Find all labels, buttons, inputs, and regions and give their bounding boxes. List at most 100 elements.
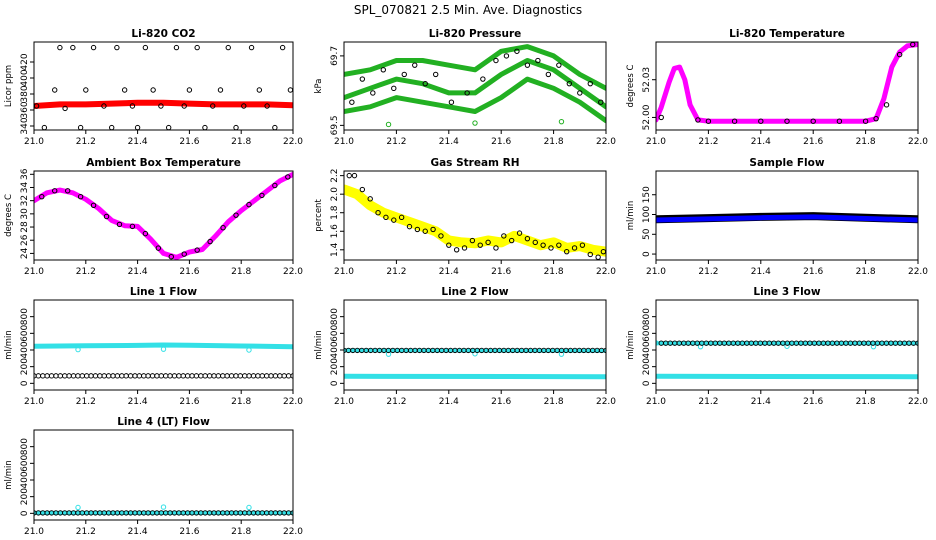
data-point: [385, 121, 392, 128]
plot-frame: [343, 299, 607, 391]
data-point: [206, 373, 213, 379]
series-band: [34, 99, 293, 109]
data-point: [556, 242, 562, 248]
plot-area: [656, 42, 918, 124]
plot-frame: [655, 41, 919, 131]
y-tick-label: 2.0: [330, 187, 340, 202]
data-point: [259, 373, 265, 379]
x-tick-label: 21.2: [698, 137, 718, 147]
x-tick-label: 22.0: [908, 267, 928, 277]
y-tick-label: 200: [20, 358, 30, 375]
plot-area: [344, 44, 606, 128]
data-point: [90, 202, 97, 208]
y-tick-label: 200: [642, 358, 652, 375]
data-point: [228, 373, 235, 379]
data-point: [220, 224, 226, 231]
data-point: [558, 351, 565, 357]
data-point: [264, 103, 270, 109]
x-tick-label: 21.0: [646, 137, 666, 147]
data-point: [198, 373, 204, 379]
data-point: [501, 233, 507, 239]
data-point: [412, 62, 418, 68]
data-point: [250, 373, 257, 379]
data-point: [370, 90, 376, 96]
data-point: [103, 213, 110, 220]
data-point: [870, 343, 877, 350]
data-point: [784, 118, 790, 124]
data-point: [485, 239, 491, 246]
data-point: [101, 373, 107, 379]
chart-title: Li-820 Temperature: [729, 28, 845, 40]
data-point: [469, 237, 476, 244]
x-tick-label: 21.4: [439, 137, 459, 147]
y-tick-label: 52.03: [642, 67, 652, 93]
x-tick-label: 21.6: [491, 137, 511, 147]
data-point: [35, 373, 42, 379]
y-tick-label: 400: [20, 341, 30, 358]
y-axis-label: Licor ppm: [4, 65, 14, 107]
data-point: [97, 373, 103, 379]
plot-frame: [655, 299, 919, 391]
series-band: [656, 214, 918, 223]
x-tick-label: 22.0: [596, 397, 616, 407]
x-tick-label: 21.8: [856, 397, 876, 407]
data-point: [587, 80, 593, 87]
chart-line4: Line 4 (LT) Flow 21.0 21.2 21.4 21.6 21.8 22.0…: [4, 416, 303, 537]
data-point: [446, 242, 452, 248]
y-tick-label: 100: [642, 206, 652, 223]
data-point: [433, 71, 439, 78]
data-point: [237, 373, 243, 379]
data-point: [40, 373, 46, 379]
data-point: [220, 373, 226, 379]
plot-area: [344, 172, 606, 260]
y-tick-label: 200: [330, 358, 340, 375]
x-tick-label: 21.6: [491, 267, 511, 277]
chart-licortemp: Li-820 Temperature 21.0 21.2 21.4 21.6 21.8 22…: [626, 28, 928, 147]
data-point: [272, 373, 279, 379]
data-point: [758, 118, 764, 124]
plot-frame: [343, 170, 607, 261]
x-tick-label: 22.0: [283, 527, 303, 537]
plot-area: [34, 342, 293, 379]
x-tick-label: 21.6: [803, 267, 823, 277]
y-tick-label: 0: [642, 251, 652, 257]
y-tick-label: 30: [20, 208, 30, 220]
data-point: [132, 373, 138, 379]
y-tick-label: 0: [330, 380, 340, 386]
plot-frame: [33, 429, 294, 521]
data-point: [155, 245, 162, 251]
y-tick-label: 400: [642, 341, 652, 358]
y-tick-label: 800: [330, 308, 340, 325]
data-point: [535, 57, 541, 64]
data-point: [48, 373, 55, 379]
y-tick-label: 600: [330, 324, 340, 341]
x-tick-label: 21.8: [544, 397, 564, 407]
x-tick-label: 21.4: [128, 137, 148, 147]
data-point: [367, 196, 373, 202]
y-axis-label: ml/min: [626, 201, 636, 231]
x-tick-label: 21.8: [231, 137, 251, 147]
data-point: [697, 343, 704, 350]
data-point: [883, 102, 890, 108]
x-tick-label: 22.0: [596, 267, 616, 277]
data-point: [453, 247, 460, 253]
x-tick-label: 21.0: [334, 267, 354, 277]
x-tick-label: 21.0: [646, 397, 666, 407]
x-tick-label: 21.0: [334, 397, 354, 407]
data-point: [577, 90, 583, 96]
y-tick-label: 200: [20, 488, 30, 505]
data-point: [194, 44, 200, 51]
y-axis-label: ml/min: [626, 330, 636, 360]
data-point: [272, 182, 278, 189]
data-point: [705, 118, 712, 124]
y-tick-label: 1.8: [330, 205, 340, 220]
data-point: [57, 373, 63, 379]
y-tick-label: 0: [20, 380, 30, 386]
data-point: [545, 71, 552, 78]
data-point: [285, 373, 292, 379]
x-tick-label: 21.8: [856, 137, 876, 147]
data-point: [246, 347, 252, 353]
y-tick-label: 2.2: [330, 168, 340, 182]
x-tick-label: 21.6: [803, 397, 823, 407]
data-point: [477, 242, 483, 248]
